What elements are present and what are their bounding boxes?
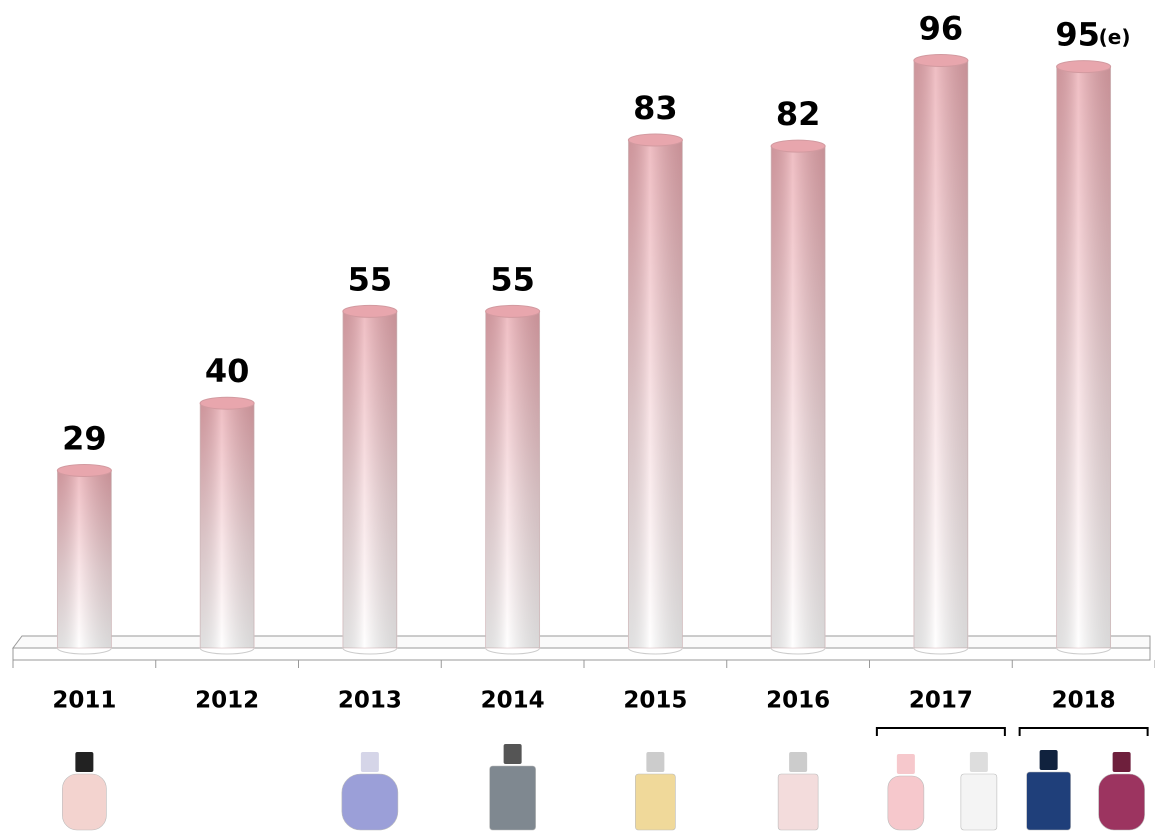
bottle-body (635, 773, 676, 831)
bar-cap (342, 304, 398, 318)
bottle-body (960, 773, 998, 831)
bar-cap (485, 304, 541, 318)
floor (12, 635, 1151, 661)
value-label: 83 (633, 89, 678, 127)
x-tick-label: 2017 (909, 688, 973, 714)
x-tick-label: 2011 (52, 688, 116, 714)
bar-shade (1056, 66, 1111, 649)
bar-cap (199, 396, 255, 410)
x-tick-label: 2013 (338, 688, 402, 714)
bottle-body (1026, 771, 1071, 831)
bar-cap (770, 139, 826, 153)
value-label: 55 (348, 260, 393, 298)
value-label: 29 (62, 420, 107, 458)
bar-shade (342, 311, 397, 648)
bottle-cap (75, 752, 94, 772)
bottle-body (887, 775, 925, 831)
bottle-cap (360, 752, 379, 772)
product-images (62, 744, 1145, 831)
bar-shade (913, 60, 968, 649)
bar-cap (627, 133, 683, 147)
bottle-body (489, 765, 536, 831)
bar-shade (485, 311, 540, 648)
value-label: 55 (490, 260, 535, 298)
annotation: (e) (1099, 25, 1131, 49)
bar-shade (628, 140, 683, 649)
bar-cap (56, 464, 112, 478)
value-label: 96 (919, 9, 964, 47)
bar-shade (200, 403, 255, 648)
x-tick-label: 2015 (623, 688, 687, 714)
bar-cap (913, 53, 969, 67)
bottle-body (777, 773, 819, 831)
value-label: 40 (205, 352, 250, 390)
bottle-cap (896, 754, 915, 774)
value-label: 82 (776, 95, 821, 133)
bottle-cap (1112, 752, 1131, 772)
bottle-cap (789, 752, 808, 772)
x-tick-label: 2018 (1052, 688, 1116, 714)
x-tick-label: 2012 (195, 688, 259, 714)
bracket (1018, 727, 1149, 736)
bottle-body (1098, 773, 1145, 831)
bar-shade (57, 470, 112, 648)
bracket (875, 727, 1006, 736)
bottle-cap (969, 752, 988, 772)
bar-cap (1056, 60, 1112, 74)
value-label: 95 (1055, 16, 1100, 54)
bottle-body (341, 773, 399, 831)
x-tick-label: 2014 (481, 688, 545, 714)
bottle-body (62, 773, 107, 831)
bottle-cap (503, 744, 522, 764)
bar-shade (771, 146, 826, 648)
x-tick-label: 2016 (766, 688, 830, 714)
bottle-cap (646, 752, 665, 772)
bottle-cap (1039, 750, 1058, 770)
